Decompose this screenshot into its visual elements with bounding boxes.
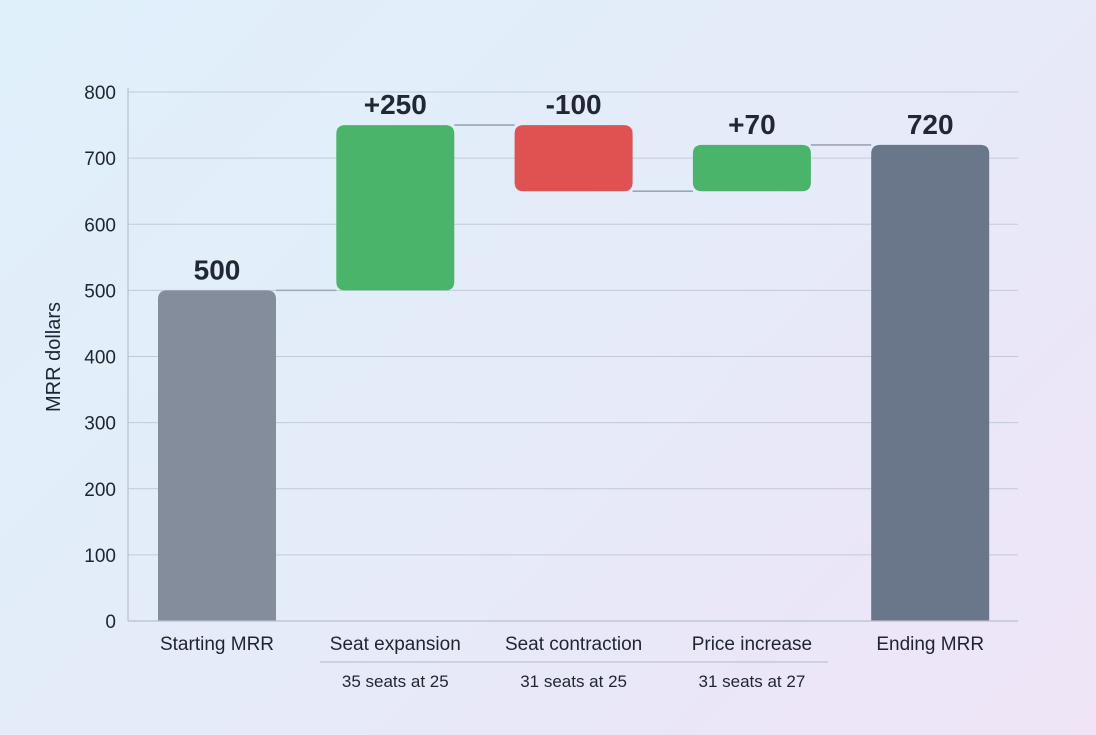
bar-price-increase [692, 144, 811, 192]
y-tick-label: 0 [105, 612, 116, 633]
bar-seat-expansion [336, 125, 455, 291]
category-sublabel: 31 seats at 25 [520, 672, 627, 691]
y-tick-label: 100 [84, 546, 116, 567]
x-axis-categories: Starting MRR Seat expansion Seat contracti… [160, 634, 984, 655]
y-tick-label: 300 [84, 414, 116, 435]
y-axis-ticks: 0 100 200 300 400 500 600 700 800 [84, 83, 116, 633]
value-label: +250 [364, 89, 427, 120]
category-label: Seat contraction [505, 634, 642, 655]
category-label: Price increase [692, 634, 812, 655]
y-tick-label: 600 [84, 215, 116, 236]
bar-ending-mrr [871, 144, 990, 621]
y-axis-title: MRR dollars [43, 302, 65, 412]
value-labels: 500 +250 -100 +70 720 [194, 89, 954, 285]
value-label: +70 [728, 109, 776, 140]
value-label: -100 [546, 89, 602, 120]
category-label: Ending MRR [876, 634, 984, 655]
y-tick-label: 800 [84, 83, 116, 104]
y-tick-label: 400 [84, 348, 116, 369]
category-sublabel: 31 seats at 27 [698, 672, 805, 691]
category-label: Starting MRR [160, 634, 274, 655]
bars [158, 125, 990, 621]
value-label: 500 [194, 254, 241, 285]
y-tick-label: 200 [84, 480, 116, 501]
bar-seat-contraction [514, 125, 633, 192]
category-sublabel: 35 seats at 25 [342, 672, 449, 691]
x-axis-sublabels: 35 seats at 25 31 seats at 25 31 seats at … [342, 672, 805, 691]
connector-lines [276, 124, 872, 292]
y-tick-label: 500 [84, 281, 116, 302]
y-tick-label: 700 [84, 149, 116, 170]
category-label: Seat expansion [330, 634, 461, 655]
value-label: 720 [907, 109, 954, 140]
bar-starting-mrr [158, 290, 276, 621]
